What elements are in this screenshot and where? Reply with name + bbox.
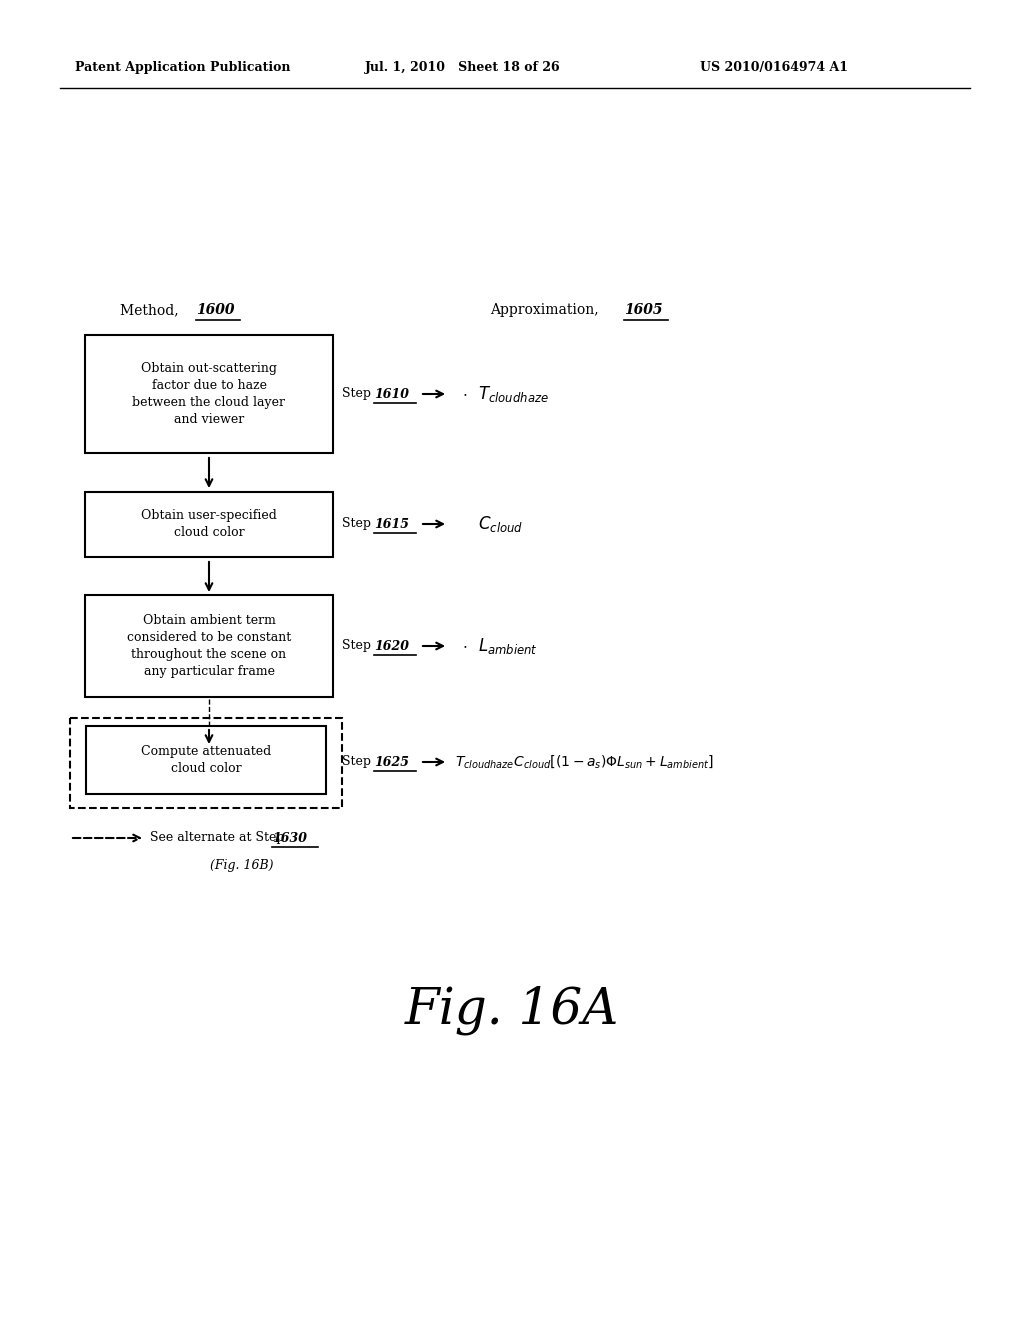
Text: 1620: 1620 — [374, 639, 409, 652]
Text: 1630: 1630 — [272, 832, 307, 845]
Bar — [70, 718, 342, 808]
Bar — [85, 595, 333, 697]
Bar — [85, 492, 333, 557]
Text: Fig. 16A: Fig. 16A — [404, 985, 620, 1035]
Text: 1615: 1615 — [374, 517, 409, 531]
Text: Step: Step — [342, 639, 375, 652]
Text: Approximation,: Approximation, — [490, 304, 603, 317]
Bar — [86, 726, 326, 795]
Text: $C_{cloud}$: $C_{cloud}$ — [478, 513, 523, 535]
Text: $L_{ambient}$: $L_{ambient}$ — [478, 636, 538, 656]
Text: Step: Step — [342, 388, 375, 400]
Bar — [85, 335, 333, 453]
Text: US 2010/0164974 A1: US 2010/0164974 A1 — [700, 62, 848, 74]
Text: 1600: 1600 — [196, 304, 234, 317]
Text: $\cdot$: $\cdot$ — [462, 387, 467, 401]
Text: $\cdot$: $\cdot$ — [462, 639, 467, 653]
Text: 1625: 1625 — [374, 755, 409, 768]
Text: Jul. 1, 2010   Sheet 18 of 26: Jul. 1, 2010 Sheet 18 of 26 — [365, 62, 560, 74]
Text: Compute attenuated
cloud color: Compute attenuated cloud color — [141, 744, 271, 775]
Text: (Fig. 16B): (Fig. 16B) — [210, 859, 273, 873]
Text: Step: Step — [342, 755, 375, 768]
Text: $T_{cloudhaze}C_{cloud}[(1-a_s)\Phi L_{sun}+L_{ambient}]$: $T_{cloudhaze}C_{cloud}[(1-a_s)\Phi L_{s… — [455, 754, 714, 771]
Text: Patent Application Publication: Patent Application Publication — [75, 62, 291, 74]
Text: Obtain user-specified
cloud color: Obtain user-specified cloud color — [141, 510, 276, 540]
Text: 1610: 1610 — [374, 388, 409, 400]
Text: Obtain ambient term
considered to be constant
throughout the scene on
any partic: Obtain ambient term considered to be con… — [127, 614, 291, 678]
Text: Method,: Method, — [120, 304, 183, 317]
Text: $T_{cloudhaze}$: $T_{cloudhaze}$ — [478, 384, 549, 404]
Text: Step: Step — [342, 517, 375, 531]
Text: Obtain out-scattering
factor due to haze
between the cloud layer
and viewer: Obtain out-scattering factor due to haze… — [132, 362, 286, 426]
Text: 1605: 1605 — [624, 304, 663, 317]
Text: See alternate at Step: See alternate at Step — [150, 832, 289, 845]
